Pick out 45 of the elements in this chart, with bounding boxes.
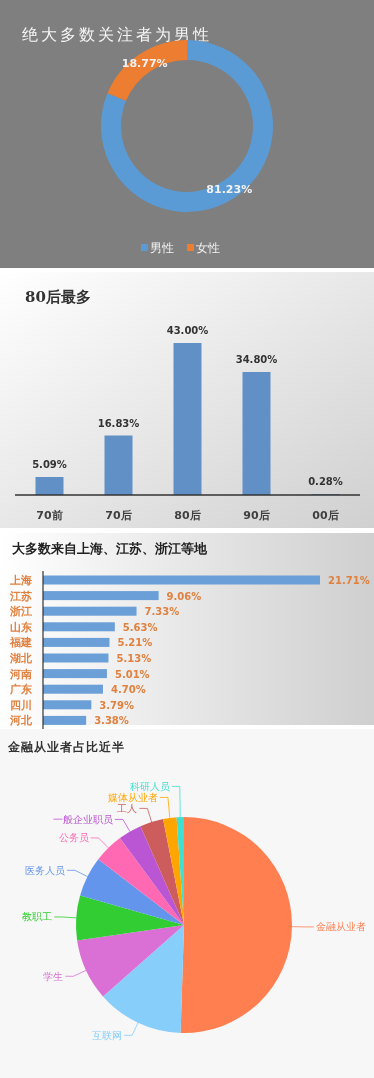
x-tick-label: 90后	[243, 509, 270, 522]
legend-label: 女性	[196, 241, 220, 255]
y-tick-label: 福建	[9, 636, 32, 650]
y-tick-label: 湖北	[9, 652, 33, 665]
data-label: 4.70%	[110, 684, 146, 696]
data-label: 3.38%	[94, 715, 129, 727]
y-tick-label: 山东	[10, 620, 32, 634]
y-tick-label: 浙江	[9, 605, 32, 619]
slice-label: 一般企业职员	[52, 813, 113, 825]
data-label: 16.83%	[97, 417, 140, 429]
y-tick-label: 上海	[9, 574, 32, 587]
x-tick-label: 80后	[174, 509, 201, 522]
data-label: 7.33%	[144, 606, 180, 618]
data-label: 5.09%	[32, 459, 67, 471]
chart-title: 金融从业者占比近半	[7, 740, 125, 754]
slice-label: 科研人员	[129, 780, 170, 792]
x-tick-label: 70前	[36, 509, 63, 522]
slice-label: 学生	[43, 970, 64, 982]
y-tick-label: 四川	[10, 698, 32, 712]
slice-label: 教职工	[22, 911, 53, 923]
slice-label: 金融从业者	[315, 921, 366, 933]
slice-label: 互联网	[92, 1029, 123, 1041]
legend-label: 男性	[150, 241, 174, 255]
x-tick-label: 00后	[312, 509, 339, 522]
chart-title: 大多数来自上海、江苏、浙江等地	[12, 541, 208, 556]
slice-label: 公务员	[58, 832, 89, 844]
data-label: 43.00%	[166, 325, 209, 336]
data-label: 9.06%	[166, 590, 202, 602]
y-tick-label: 广东	[9, 683, 32, 697]
data-label: 5.63%	[122, 621, 158, 633]
slice-label: 工人	[117, 802, 138, 814]
y-tick-label: 河南	[9, 667, 32, 681]
chart-title: 80后最多	[25, 288, 91, 306]
data-label: 5.01%	[114, 668, 150, 680]
slice-label: 媒体从业者	[107, 791, 158, 803]
slice-label: 医务人员	[24, 864, 65, 876]
data-label: 5.21%	[117, 637, 153, 649]
data-label: 34.80%	[235, 353, 278, 365]
data-label: 5.13%	[116, 653, 152, 664]
y-tick-label: 江苏	[9, 589, 32, 603]
x-tick-label: 70后	[105, 509, 132, 522]
data-label: 21.71%	[328, 575, 370, 586]
data-label: 0.28%	[308, 476, 343, 488]
y-tick-label: 河北	[9, 714, 33, 728]
data-label: 3.79%	[99, 699, 135, 711]
